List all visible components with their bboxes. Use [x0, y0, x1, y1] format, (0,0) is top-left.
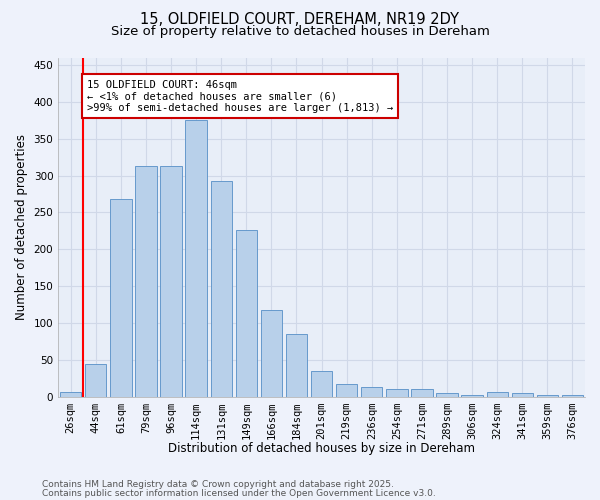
- Text: Size of property relative to detached houses in Dereham: Size of property relative to detached ho…: [110, 25, 490, 38]
- Bar: [361, 386, 382, 397]
- Bar: [336, 384, 358, 397]
- Bar: [286, 334, 307, 397]
- Bar: [211, 182, 232, 397]
- Bar: [562, 394, 583, 397]
- Bar: [85, 364, 106, 397]
- Bar: [311, 371, 332, 397]
- Y-axis label: Number of detached properties: Number of detached properties: [15, 134, 28, 320]
- Bar: [236, 230, 257, 397]
- X-axis label: Distribution of detached houses by size in Dereham: Distribution of detached houses by size …: [168, 442, 475, 455]
- Bar: [537, 396, 558, 397]
- Bar: [185, 120, 207, 397]
- Bar: [60, 392, 82, 397]
- Text: Contains HM Land Registry data © Crown copyright and database right 2025.: Contains HM Land Registry data © Crown c…: [42, 480, 394, 489]
- Bar: [487, 392, 508, 397]
- Bar: [461, 394, 483, 397]
- Bar: [512, 393, 533, 397]
- Bar: [386, 390, 407, 397]
- Text: 15, OLDFIELD COURT, DEREHAM, NR19 2DY: 15, OLDFIELD COURT, DEREHAM, NR19 2DY: [140, 12, 460, 28]
- Bar: [136, 166, 157, 397]
- Text: Contains public sector information licensed under the Open Government Licence v3: Contains public sector information licen…: [42, 488, 436, 498]
- Bar: [261, 310, 282, 397]
- Bar: [110, 199, 131, 397]
- Text: 15 OLDFIELD COURT: 46sqm
← <1% of detached houses are smaller (6)
>99% of semi-d: 15 OLDFIELD COURT: 46sqm ← <1% of detach…: [87, 80, 393, 113]
- Bar: [436, 393, 458, 397]
- Bar: [160, 166, 182, 397]
- Bar: [411, 388, 433, 397]
